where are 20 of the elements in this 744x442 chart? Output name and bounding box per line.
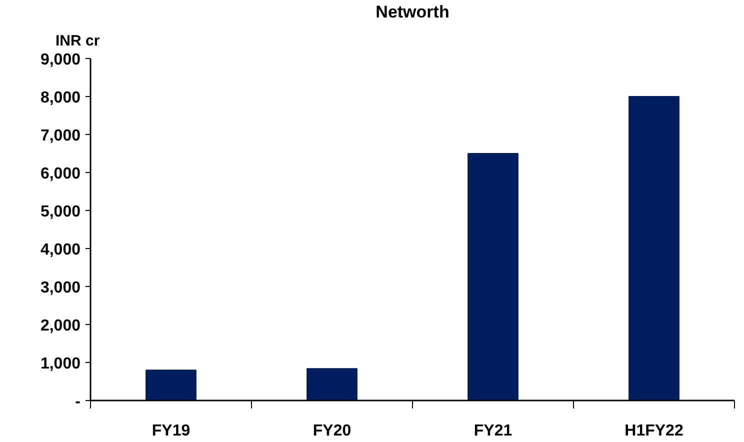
y-tick-label: 7,000 xyxy=(40,128,81,144)
y-tick-label: 6,000 xyxy=(40,166,81,182)
y-tick-label: - xyxy=(75,394,80,410)
x-tick-label: FY19 xyxy=(152,422,190,440)
y-tick-label: 8,000 xyxy=(40,90,81,106)
y-axis-title: INR cr xyxy=(56,32,100,50)
y-tick-label: 3,000 xyxy=(40,280,81,296)
y-tick-label: 9,000 xyxy=(40,52,81,68)
y-tick-label: 4,000 xyxy=(40,242,81,258)
x-tick-label: H1FY22 xyxy=(624,422,684,440)
x-tick-label: FY20 xyxy=(312,422,352,440)
y-tick-label: 1,000 xyxy=(40,356,81,372)
x-tick-label: FY21 xyxy=(474,422,512,440)
bar xyxy=(146,370,196,400)
bar xyxy=(468,153,518,400)
chart-title: Networth xyxy=(376,2,450,22)
bar xyxy=(306,368,358,400)
bar xyxy=(628,96,680,400)
y-tick-label: 2,000 xyxy=(40,318,81,334)
y-tick-label: 5,000 xyxy=(40,204,81,220)
